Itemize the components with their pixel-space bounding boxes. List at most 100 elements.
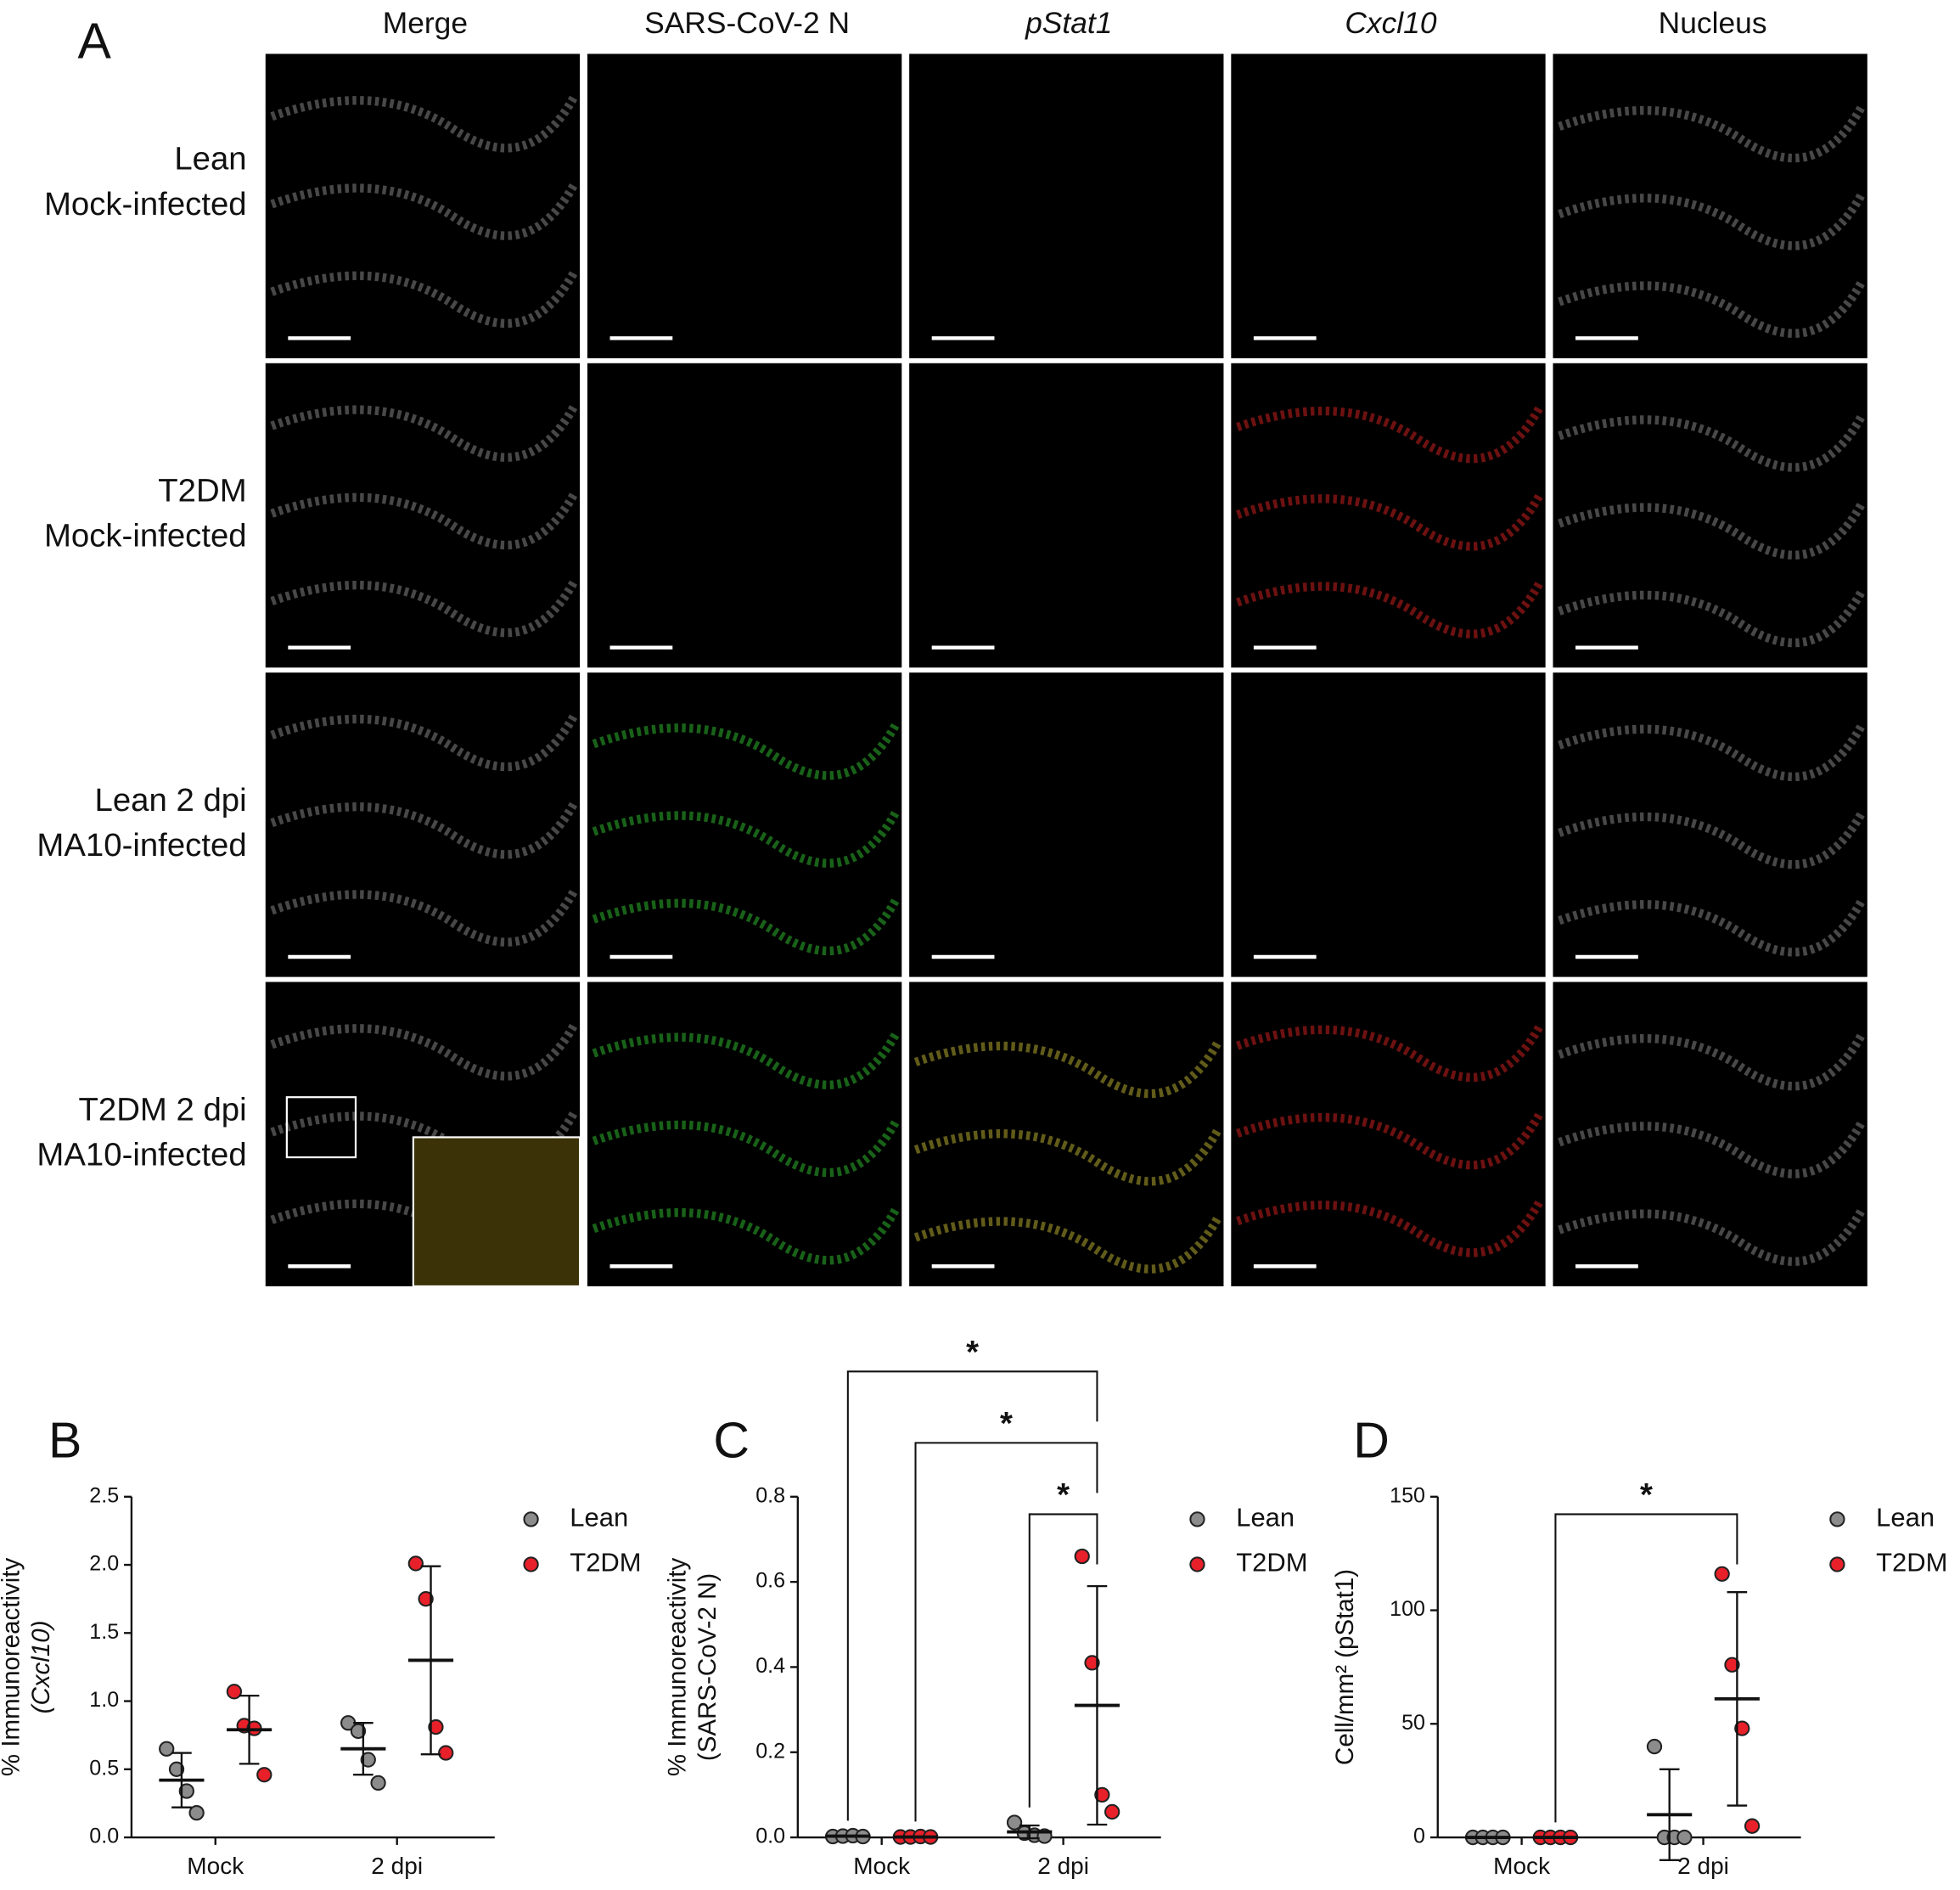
data-point bbox=[407, 1555, 424, 1572]
tissue-trace bbox=[913, 1216, 1221, 1274]
significance-bracket bbox=[1028, 1513, 1098, 1808]
micrograph bbox=[265, 363, 581, 668]
legend-marker bbox=[523, 1556, 539, 1572]
x-tick-label: 2 dpi bbox=[371, 1853, 423, 1879]
legend-label: Lean bbox=[570, 1503, 628, 1533]
tissue-trace bbox=[592, 1207, 900, 1265]
column-header: pStat1 bbox=[1025, 6, 1112, 40]
micrograph bbox=[909, 982, 1224, 1286]
tissue-trace bbox=[592, 898, 900, 956]
tissue-trace bbox=[592, 1032, 900, 1089]
legend-label: T2DM bbox=[1236, 1548, 1307, 1578]
y-tick-label: 0 bbox=[1413, 1825, 1425, 1848]
significance-label: * bbox=[966, 1334, 979, 1370]
tissue-trace bbox=[270, 404, 578, 462]
significance-bracket bbox=[914, 1442, 1098, 1822]
error-bar bbox=[1019, 1824, 1040, 1840]
data-point bbox=[438, 1745, 454, 1761]
panel-label: C bbox=[713, 1412, 750, 1468]
error-bar bbox=[420, 1565, 441, 1756]
tissue-trace bbox=[913, 1128, 1221, 1186]
row-label: T2DM bbox=[158, 473, 246, 509]
significance-label: * bbox=[1057, 1477, 1070, 1513]
tissue-trace bbox=[1235, 1112, 1543, 1170]
inset bbox=[412, 1136, 581, 1288]
micrograph bbox=[1231, 982, 1546, 1286]
data-point bbox=[1074, 1548, 1090, 1565]
inset-box bbox=[285, 1096, 357, 1159]
y-tick-label: 0.0 bbox=[89, 1825, 119, 1848]
panel-label: D bbox=[1353, 1412, 1390, 1468]
y-tick-label: 0.5 bbox=[89, 1756, 119, 1780]
panel-label: B bbox=[48, 1412, 81, 1468]
y-axis-label: % Immunoreactivity bbox=[0, 1558, 25, 1777]
tissue-trace bbox=[270, 714, 578, 772]
tissue-trace bbox=[270, 271, 578, 329]
row-label: MA10-infected bbox=[37, 1136, 246, 1173]
data-point bbox=[1734, 1720, 1750, 1736]
micrograph bbox=[1231, 363, 1546, 668]
row-label: MA10-infected bbox=[37, 827, 246, 863]
tissue-trace bbox=[1558, 590, 1865, 648]
tissue-trace bbox=[1558, 1033, 1865, 1091]
row-label: T2DM 2 dpi bbox=[78, 1091, 246, 1128]
data-point bbox=[418, 1591, 434, 1607]
micrograph bbox=[265, 672, 581, 977]
row-label: Lean 2 dpi bbox=[95, 782, 247, 818]
error-bar bbox=[353, 1722, 373, 1776]
tissue-trace bbox=[1558, 1208, 1865, 1266]
tissue-trace bbox=[1235, 406, 1543, 464]
data-point bbox=[1006, 1814, 1023, 1831]
significance-bracket bbox=[846, 1370, 1098, 1821]
y-tick-label: 100 bbox=[1390, 1597, 1425, 1621]
data-point bbox=[1104, 1803, 1120, 1820]
tissue-trace bbox=[270, 802, 578, 859]
data-point bbox=[1744, 1818, 1761, 1834]
tissue-trace bbox=[1235, 493, 1543, 551]
data-point bbox=[1724, 1657, 1740, 1673]
legend-label: Lean bbox=[1236, 1503, 1294, 1533]
tissue-trace bbox=[1235, 1025, 1543, 1083]
row-label: Lean bbox=[174, 141, 246, 177]
tissue-trace bbox=[1558, 280, 1865, 338]
tissue-trace bbox=[270, 492, 578, 550]
data-point bbox=[188, 1805, 205, 1821]
row-label: Mock-infected bbox=[44, 518, 247, 554]
column-header: Nucleus bbox=[1659, 6, 1767, 40]
data-point bbox=[256, 1767, 272, 1783]
data-point bbox=[226, 1684, 243, 1700]
tissue-trace bbox=[592, 1120, 900, 1178]
tissue-trace bbox=[1235, 581, 1543, 638]
y-axis-label: % Immunoreactivity bbox=[663, 1558, 691, 1777]
y-tick-label: 2.0 bbox=[89, 1552, 119, 1576]
significance-label: * bbox=[1640, 1477, 1653, 1513]
y-tick-label: 0.0 bbox=[755, 1825, 785, 1848]
error-bar bbox=[838, 1834, 858, 1838]
micrograph bbox=[909, 363, 1224, 668]
tissue-trace bbox=[1558, 1121, 1865, 1178]
micrograph bbox=[909, 53, 1224, 358]
tissue-trace bbox=[1558, 105, 1865, 163]
y-tick-label: 0.8 bbox=[755, 1483, 785, 1507]
tissue-trace bbox=[592, 810, 900, 868]
y-tick-label: 2.5 bbox=[89, 1483, 119, 1507]
data-point bbox=[159, 1741, 175, 1757]
micrograph bbox=[1231, 672, 1546, 977]
micrograph bbox=[909, 672, 1224, 977]
micrograph bbox=[587, 53, 902, 358]
tissue-trace bbox=[592, 723, 900, 780]
y-axis-label: Cell/mm² (pStat1) bbox=[1331, 1569, 1359, 1765]
legend-label: T2DM bbox=[1876, 1548, 1947, 1578]
data-point bbox=[360, 1752, 376, 1768]
x-tick-label: 2 dpi bbox=[1037, 1853, 1089, 1879]
data-point bbox=[1714, 1566, 1730, 1582]
legend-label: T2DM bbox=[570, 1548, 641, 1578]
tissue-trace bbox=[270, 1023, 578, 1081]
column-header: Cxcl10 bbox=[1345, 6, 1437, 40]
micrograph bbox=[265, 53, 581, 358]
data-point bbox=[178, 1783, 194, 1799]
legend-marker bbox=[1829, 1511, 1845, 1527]
tissue-trace bbox=[270, 95, 578, 153]
column-header: SARS-CoV-2 N bbox=[644, 6, 850, 40]
